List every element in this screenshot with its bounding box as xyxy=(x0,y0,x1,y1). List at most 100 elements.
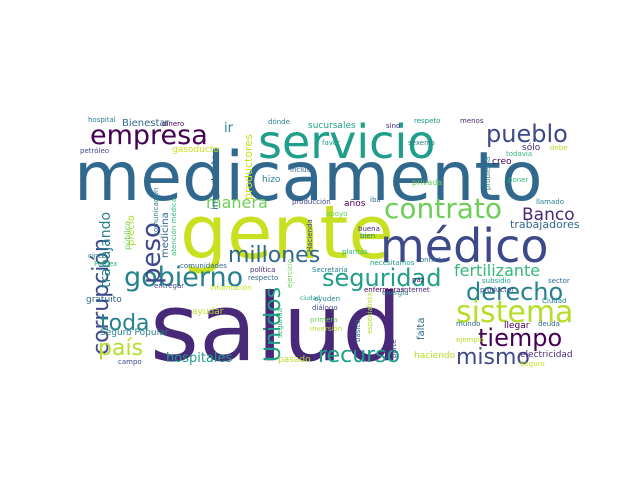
word: internet xyxy=(402,286,430,294)
word: tiempo xyxy=(478,324,562,352)
word: mismo xyxy=(456,345,530,370)
word: menos xyxy=(460,117,484,125)
word: sector xyxy=(548,277,570,285)
word: todavía xyxy=(506,150,532,158)
word: especialista xyxy=(366,293,374,334)
word: productores xyxy=(242,134,255,200)
word: dar xyxy=(148,177,160,185)
word: llegar xyxy=(504,321,530,331)
word: buena xyxy=(358,225,380,233)
word: millones xyxy=(228,243,320,268)
word: contrato xyxy=(384,192,502,225)
word: falta xyxy=(416,318,427,340)
word: poner xyxy=(508,176,528,184)
word: favor xyxy=(322,139,340,147)
word: gobierno xyxy=(124,262,243,293)
word: trabajadores xyxy=(510,218,580,231)
word: bien xyxy=(360,232,375,240)
word: hizo xyxy=(262,175,281,185)
word: ir xyxy=(224,121,234,136)
word: básico xyxy=(354,320,362,342)
word: toda xyxy=(100,311,150,336)
word: diálogo xyxy=(312,304,338,312)
word: importante xyxy=(210,154,221,210)
word: recurso xyxy=(318,343,400,368)
word: inversión xyxy=(310,325,342,333)
word: plantas xyxy=(342,248,368,256)
word: energía xyxy=(382,289,408,297)
word: derecho xyxy=(466,278,563,306)
word: ciudad xyxy=(300,295,320,302)
word: respecto xyxy=(248,274,278,282)
word: deuda xyxy=(538,320,560,328)
word: Unidos xyxy=(261,287,286,362)
word: gasoducto xyxy=(172,145,219,155)
word: respeto xyxy=(414,117,440,125)
word: sistema xyxy=(456,295,573,330)
word: gratuito xyxy=(86,295,122,305)
word: conflicto xyxy=(416,256,446,264)
word: problema xyxy=(484,157,492,190)
word: mundo xyxy=(456,320,480,328)
word: primera xyxy=(310,316,338,324)
word: peso xyxy=(137,222,167,284)
word: sucursales xyxy=(308,121,356,131)
word: sólo xyxy=(522,142,541,153)
word: producción xyxy=(292,198,331,206)
word: atención médica xyxy=(170,198,178,256)
word: productor xyxy=(480,286,514,294)
word: Pemex xyxy=(94,260,117,268)
word: pasado xyxy=(278,355,311,365)
word: Bienestar xyxy=(122,118,171,129)
word: Secretaría xyxy=(312,266,348,274)
word: haciendo xyxy=(414,351,456,361)
word: campo xyxy=(118,358,142,366)
word: necesitamos xyxy=(370,259,415,267)
word: fertilizante xyxy=(454,261,540,280)
word: llamado xyxy=(536,198,564,206)
word: hospitales xyxy=(166,351,233,366)
word: parte xyxy=(390,339,398,358)
word: paz xyxy=(412,276,425,284)
word: petróleo xyxy=(80,147,109,155)
word: servicio xyxy=(258,115,435,169)
word: creo xyxy=(492,157,512,167)
word-cloud-words: medicamento salud gente servicio médico … xyxy=(74,115,580,383)
word: subsidio xyxy=(482,277,511,285)
word: comunicación xyxy=(152,188,160,236)
word: medicamento xyxy=(74,138,543,217)
word: debe xyxy=(550,144,568,152)
word: comunidades xyxy=(180,262,227,270)
word: país xyxy=(98,336,143,361)
word: Ciudad xyxy=(542,297,566,305)
word: Hacienda xyxy=(306,219,314,252)
word: enfermeras xyxy=(364,286,405,294)
word: público xyxy=(123,221,132,250)
word: segunda xyxy=(276,308,284,338)
word: corrupción xyxy=(89,238,114,355)
word: trabajando xyxy=(98,212,114,288)
word: hospital xyxy=(88,116,116,124)
word: cinco xyxy=(88,252,106,260)
word: ayudar xyxy=(192,307,224,317)
word: medicina xyxy=(160,212,171,258)
word: privada xyxy=(412,178,442,187)
word: información xyxy=(210,284,252,292)
word: médico xyxy=(380,219,549,273)
word: manera xyxy=(206,193,268,212)
word: ayuden xyxy=(314,295,340,303)
word: gente xyxy=(180,190,394,276)
word: entregar xyxy=(154,282,184,290)
word: años xyxy=(344,199,366,209)
word: iba xyxy=(370,196,381,204)
word: ejemplo xyxy=(456,336,484,344)
word: Seguro Popular xyxy=(100,328,169,338)
word: pueblo xyxy=(486,120,568,148)
word: precio xyxy=(126,215,137,246)
word: sexenio xyxy=(408,139,435,147)
word: salud xyxy=(150,274,402,383)
word: apoyo xyxy=(326,210,347,218)
word: dónde xyxy=(268,118,290,126)
word: electricidad xyxy=(520,350,573,360)
